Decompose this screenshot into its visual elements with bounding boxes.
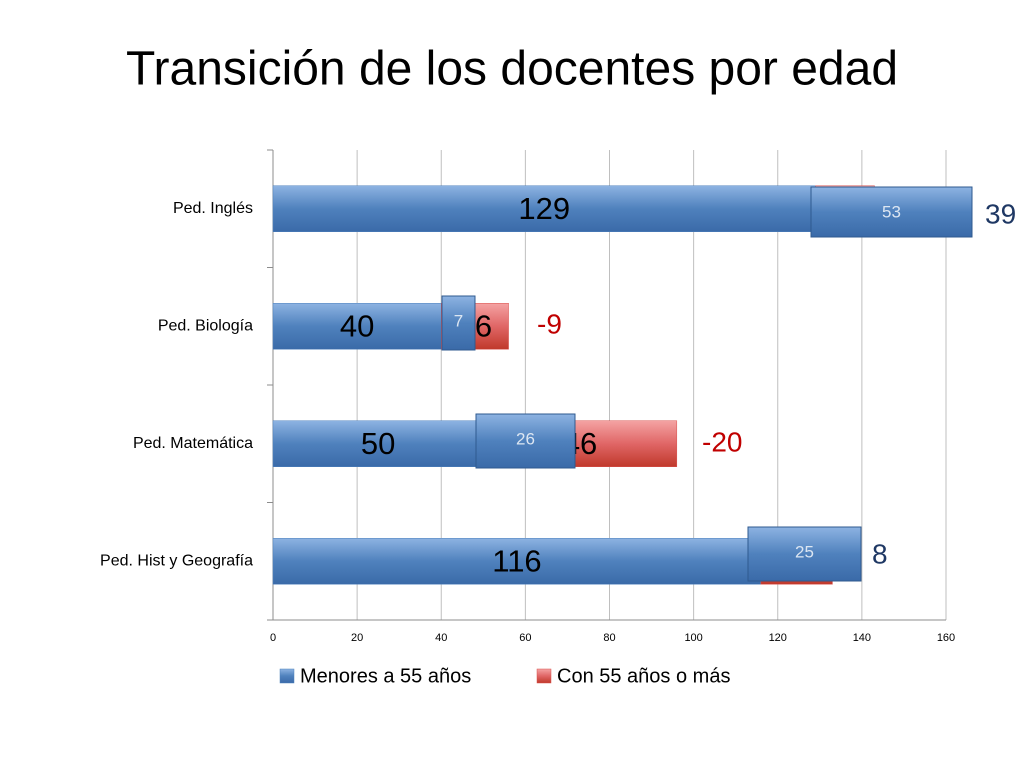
x-tick-label: 60 — [519, 632, 531, 644]
legend-label: Con 55 años o más — [557, 665, 730, 687]
overlay-box — [810, 186, 973, 238]
bar-value-label: 129 — [518, 191, 570, 226]
x-tick-label: 40 — [435, 632, 447, 644]
overlay-box — [747, 526, 862, 582]
difference-label: -9 — [537, 308, 562, 339]
difference-label: 8 — [872, 538, 888, 569]
bar — [272, 303, 442, 350]
y-tick-label: Ped. Inglés — [173, 200, 253, 217]
legend-label: Menores a 55 años — [300, 665, 471, 687]
bar-value-label: 116 — [492, 543, 541, 578]
overlay-label: 7 — [454, 311, 463, 330]
x-tick-label: 0 — [270, 632, 276, 644]
bar — [272, 185, 816, 232]
x-tick-label: 100 — [684, 632, 702, 644]
x-tick-label: 160 — [937, 632, 955, 644]
x-tick-label: 120 — [769, 632, 787, 644]
overlay-label: 26 — [516, 429, 535, 448]
legend-swatch — [279, 668, 295, 684]
bar — [272, 538, 762, 585]
legend-swatch — [536, 668, 552, 684]
y-tick-label: Ped. Hist y Geografía — [100, 552, 253, 569]
bar-value-label: 40 — [340, 308, 374, 343]
bar — [272, 420, 484, 467]
bar-value-label: 50 — [361, 426, 395, 461]
difference-label: -20 — [702, 426, 742, 457]
chart-title: Transición de los docentes por edad — [126, 43, 898, 96]
overlay-label: 25 — [795, 542, 814, 561]
overlay-label: 53 — [882, 202, 901, 221]
y-tick-label: Ped. Matemática — [133, 435, 253, 452]
x-tick-label: 20 — [351, 632, 363, 644]
y-tick-label: Ped. Biología — [158, 317, 253, 334]
difference-label: 39 — [985, 198, 1016, 229]
overlay-box — [475, 413, 576, 469]
x-tick-label: 140 — [853, 632, 871, 644]
x-tick-label: 80 — [603, 632, 615, 644]
overlay-box — [441, 295, 476, 351]
